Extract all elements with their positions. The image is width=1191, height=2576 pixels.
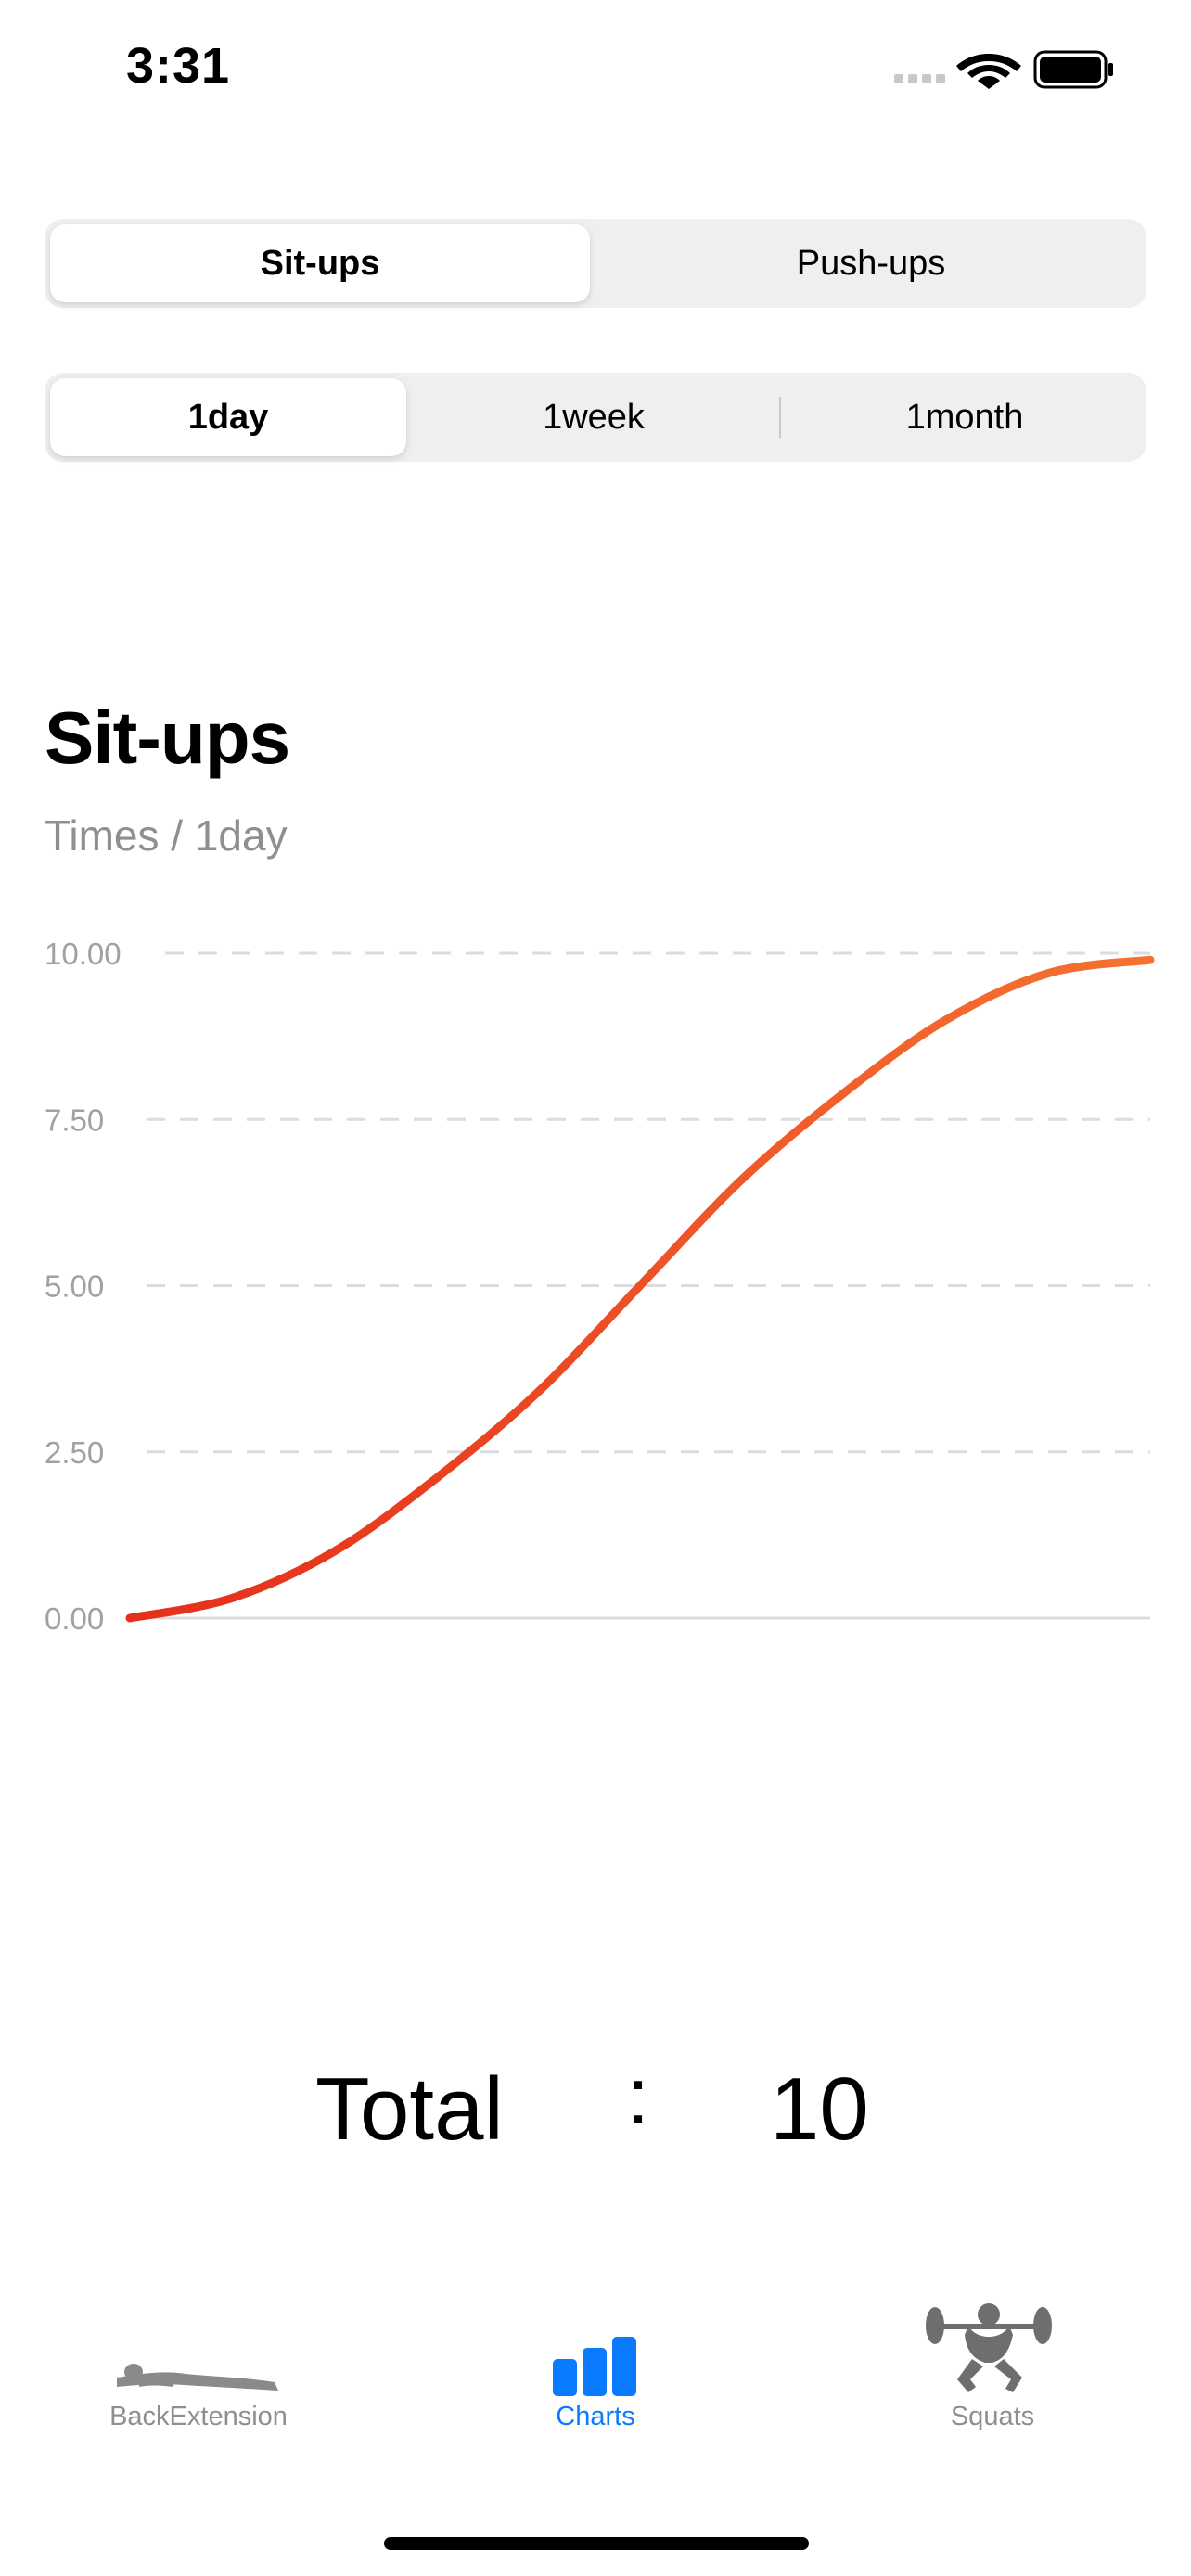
- y-tick-label: 5.00: [45, 1269, 104, 1304]
- total-row: Total : 10: [0, 2052, 1191, 2170]
- segment-divider: [779, 397, 781, 438]
- squats-icon: [926, 2303, 1052, 2392]
- status-icons: [894, 50, 1113, 89]
- tab-label-charts: Charts: [556, 2402, 635, 2431]
- tab-charts[interactable]: Charts: [397, 2290, 794, 2457]
- total-value: 10: [770, 2060, 869, 2159]
- total-separator: :: [627, 2052, 649, 2141]
- y-tick-label: 2.50: [45, 1435, 104, 1470]
- tab-squats[interactable]: Squats: [794, 2290, 1191, 2457]
- chart-grid: [147, 951, 1150, 1620]
- chart-title: Sit-ups: [45, 696, 290, 779]
- y-tick-label: 0.00: [45, 1601, 104, 1636]
- range-segmented-control: 1day 1week 1month: [45, 373, 1146, 462]
- y-tick-label: 10.00: [45, 937, 122, 971]
- segment-1month[interactable]: 1month: [905, 397, 1024, 437]
- cellular-signal-icon: [894, 74, 945, 83]
- segment-1week[interactable]: 1week: [543, 397, 645, 437]
- segment-sit-ups[interactable]: Sit-ups: [50, 224, 590, 302]
- back-extension-icon: [117, 2364, 278, 2391]
- home-indicator: [384, 2537, 809, 2550]
- exercise-segmented-control: Sit-ups Push-ups: [45, 219, 1146, 308]
- status-time: 3:31: [126, 38, 231, 94]
- chart-series-line: [125, 955, 1155, 1623]
- wifi-icon: [956, 54, 1021, 89]
- y-tick-label: 7.50: [45, 1103, 104, 1137]
- segment-1day[interactable]: 1day: [50, 378, 406, 456]
- tab-back-extension[interactable]: BackExtension: [0, 2290, 397, 2457]
- bar-chart-icon: [553, 2337, 636, 2396]
- status-bar: 3:31: [0, 0, 1191, 139]
- tab-bar: BackExtension Charts Squats: [0, 2290, 1191, 2457]
- chart-subtitle: Times / 1day: [45, 811, 288, 860]
- tab-label-back-extension: BackExtension: [109, 2402, 288, 2431]
- segment-push-ups[interactable]: Push-ups: [796, 243, 946, 283]
- chart-y-axis: 0.00 2.50 5.00 7.50 10.00: [45, 937, 122, 1636]
- tab-label-squats: Squats: [950, 2402, 1035, 2431]
- total-label: Total: [315, 2060, 504, 2159]
- line-chart: 0.00 2.50 5.00 7.50 10.00: [45, 937, 1155, 1636]
- battery-icon: [1033, 50, 1113, 89]
